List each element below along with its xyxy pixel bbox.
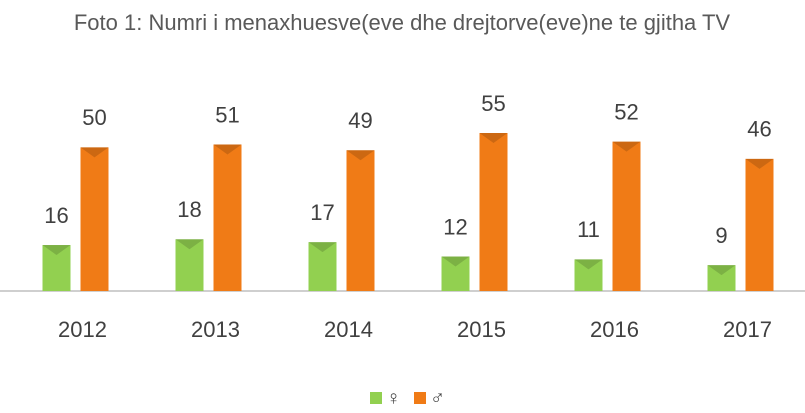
value-label: 46	[747, 117, 771, 142]
bar	[745, 158, 774, 291]
bar-bevel	[479, 133, 508, 143]
x-tick-label: 2014	[324, 317, 373, 342]
bar	[213, 144, 242, 291]
value-label: 18	[177, 197, 201, 222]
bar-bevel	[745, 158, 774, 169]
bar-bevel	[612, 141, 641, 152]
value-label: 51	[215, 102, 239, 127]
bar	[574, 259, 603, 291]
value-label: 12	[443, 214, 467, 239]
bar-bevel	[175, 239, 204, 250]
bar	[308, 242, 337, 291]
legend-label: ♂	[430, 387, 445, 409]
bar	[612, 141, 641, 291]
x-tick-label: 2013	[191, 317, 240, 342]
legend-label: ♀	[386, 387, 401, 409]
bar-bevel	[213, 144, 242, 155]
bar-bevel	[346, 150, 375, 161]
bar	[175, 239, 204, 291]
legend-swatch	[370, 392, 382, 404]
value-label: 11	[577, 217, 600, 242]
value-label: 17	[310, 200, 334, 225]
bar	[346, 150, 375, 291]
bar-bevel	[308, 242, 337, 253]
value-label: 16	[44, 203, 68, 228]
bar	[479, 133, 508, 291]
bar-bevel	[42, 245, 71, 256]
x-tick-label: 2015	[457, 317, 506, 342]
bar	[707, 265, 736, 291]
bar	[441, 256, 470, 291]
bar-bevel	[80, 147, 109, 158]
value-label: 49	[348, 108, 372, 133]
legend-swatch	[414, 392, 426, 404]
value-label: 52	[614, 99, 638, 124]
chart-title: Foto 1: Numri i menaxhuesve(eve dhe drej…	[73, 10, 731, 35]
x-tick-label: 2012	[58, 317, 107, 342]
x-tick-label: 2017	[723, 317, 772, 342]
bar-bevel	[441, 256, 470, 267]
x-tick-label: 2016	[590, 317, 639, 342]
value-label: 9	[715, 223, 727, 248]
bar	[42, 245, 71, 291]
value-label: 50	[82, 105, 106, 130]
bar-bevel	[707, 265, 736, 276]
bar	[80, 147, 109, 291]
value-label: 55	[481, 91, 505, 116]
bar-bevel	[574, 259, 603, 270]
